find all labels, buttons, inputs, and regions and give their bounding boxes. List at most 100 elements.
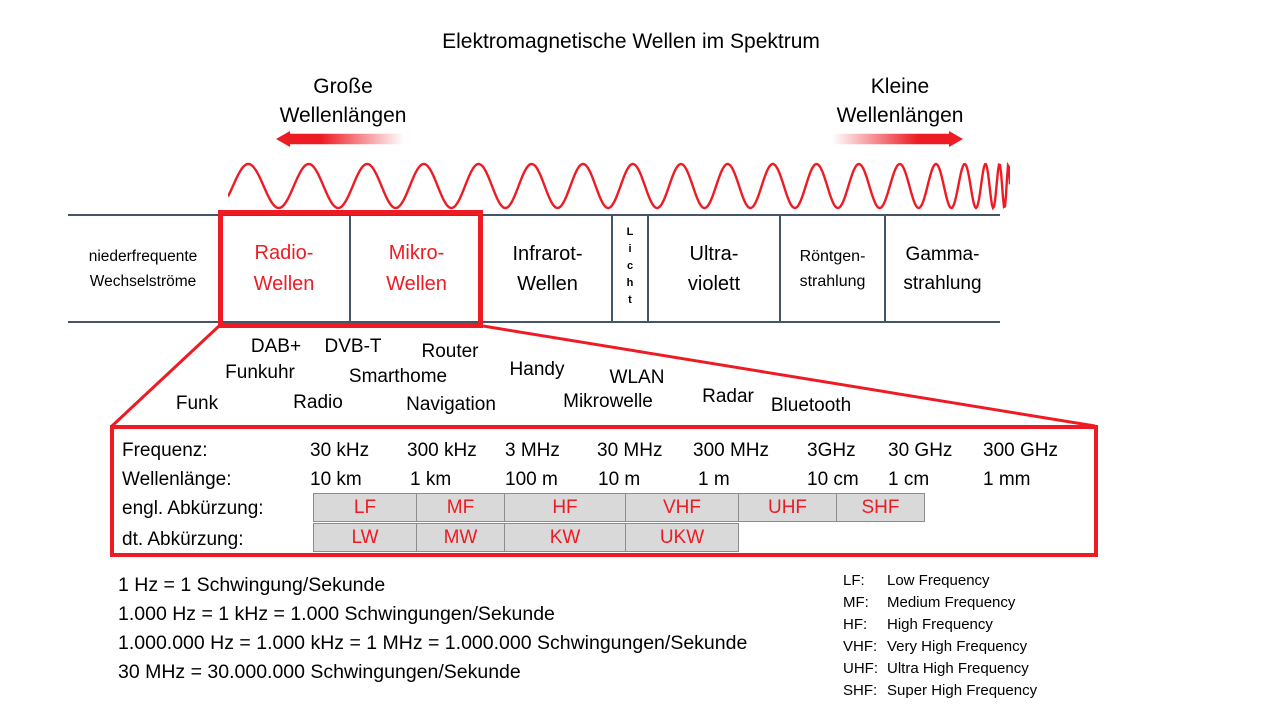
band-text: Wellen — [517, 272, 578, 295]
radio-detail-table: Frequenz: Wellenlänge: engl. Abkürzung: … — [110, 425, 1098, 557]
band-text: Gamma- — [905, 243, 980, 265]
frequency-value: 30 kHz — [310, 440, 370, 461]
legend-name: Very High Frequency — [887, 638, 1028, 655]
de-abbr-row-label: dt. Abkürzung: — [122, 529, 244, 550]
en-band-cell: LF — [313, 493, 417, 522]
band-text: strahlung — [903, 272, 982, 294]
band-text: Röntgen- — [799, 247, 866, 265]
radio-micro-highlight-box — [218, 210, 483, 328]
legend-row: MF: Medium Frequency — [843, 592, 1037, 614]
frequency-value: 3GHz — [807, 440, 856, 461]
small-wavelength-line2: Wellenlängen — [836, 104, 964, 127]
band-bottom-line — [68, 321, 1000, 323]
wavelength-value: 10 km — [310, 469, 362, 490]
frequency-value: 30 GHz — [888, 440, 953, 461]
frequency-row-label: Frequenz: — [122, 440, 208, 461]
wavelength-value: 100 m — [505, 469, 558, 490]
wavelength-value: 1 mm — [983, 469, 1031, 490]
en-band-cell: MF — [416, 493, 505, 522]
application-label: Mikrowelle — [563, 391, 653, 412]
small-wavelength-line1: Kleine — [870, 75, 930, 98]
wavelength-value: 10 m — [598, 469, 641, 490]
legend-row: VHF: Very High Frequency — [843, 636, 1037, 658]
band-micro-waves: Mikro- Wellen — [350, 215, 483, 322]
application-label: WLAN — [609, 367, 665, 388]
legend-row: UHF: Ultra High Frequency — [843, 658, 1037, 680]
page-title: Elektromagnetische Wellen im Spektrum — [442, 30, 820, 53]
frequency-value: 300 kHz — [407, 440, 477, 461]
hz-definitions: 1 Hz = 1 Schwingung/Sekunde 1.000 Hz = 1… — [118, 571, 747, 687]
application-label: Navigation — [406, 394, 496, 415]
legend-name: Ultra High Frequency — [887, 660, 1029, 677]
frequency-value: 300 MHz — [693, 440, 770, 461]
wavelength-row-label: Wellenlänge: — [122, 469, 232, 490]
legend-name: Super High Frequency — [887, 682, 1038, 699]
legend-abbr: MF: — [843, 594, 869, 611]
legend-name: Medium Frequency — [887, 594, 1016, 611]
band-visible-light: Licht — [612, 215, 648, 322]
application-label: DAB+ — [250, 336, 302, 357]
abbreviation-legend: LF: Low Frequency MF: Medium Frequency H… — [843, 570, 1037, 702]
legend-abbr: UHF: — [843, 660, 878, 677]
de-band-cell: LW — [313, 523, 417, 552]
band-divider — [611, 215, 613, 322]
band-text: Mikro- — [388, 241, 445, 264]
band-radio-waves: Radio- Wellen — [218, 215, 350, 322]
band-divider — [884, 215, 886, 322]
definition-line: 30 MHz = 30.000.000 Schwingungen/Sekunde — [118, 661, 521, 683]
band-text: Radio- — [254, 241, 314, 264]
band-text: Wellen — [386, 272, 447, 295]
definition-line: 1 Hz = 1 Schwingung/Sekunde — [118, 574, 386, 596]
band-text: niederfrequente — [88, 247, 198, 265]
en-band-cell: SHF — [836, 493, 925, 522]
band-divider — [647, 215, 649, 322]
legend-abbr: HF: — [843, 616, 868, 633]
band-infrared: Infrarot- Wellen — [483, 215, 612, 322]
wavelength-value: 1 cm — [888, 469, 930, 490]
legend-name: High Frequency — [887, 616, 993, 633]
band-divider — [349, 215, 351, 322]
de-band-cell: UKW — [625, 523, 739, 552]
en-band-cell: HF — [504, 493, 626, 522]
band-top-line — [68, 214, 1000, 216]
band-text: violett — [687, 272, 741, 295]
application-label: Bluetooth — [770, 395, 852, 416]
de-band-cell: KW — [504, 523, 626, 552]
legend-abbr: VHF: — [843, 638, 878, 655]
en-abbr-row-label: engl. Abkürzung: — [122, 498, 264, 519]
frequency-value: 30 MHz — [597, 440, 663, 461]
legend-abbr: LF: — [843, 572, 865, 589]
right-arrow-icon — [832, 131, 963, 147]
legend-abbr: SHF: — [843, 682, 878, 699]
en-band-cell: VHF — [625, 493, 739, 522]
application-label: Funkuhr — [225, 362, 295, 383]
large-wavelength-line2: Wellenlängen — [279, 104, 407, 127]
band-ultraviolet: Ultra- violett — [648, 215, 780, 322]
frequency-value: 3 MHz — [505, 440, 560, 461]
chirp-wave-graphic — [228, 161, 1010, 211]
frequency-value: 300 GHz — [983, 440, 1058, 461]
small-wavelength-label: Kleine Wellenlängen — [780, 72, 1020, 130]
large-wavelength-label: Große Wellenlängen — [223, 72, 463, 130]
application-label: Smarthome — [348, 366, 448, 387]
wavelength-value: 1 m — [698, 469, 730, 490]
application-label: Router — [421, 341, 479, 362]
left-arrow-icon — [276, 131, 404, 147]
legend-row: HF: High Frequency — [843, 614, 1037, 636]
application-label: Radar — [702, 386, 754, 407]
large-wavelength-line1: Große — [313, 75, 373, 98]
application-label: DVB-T — [324, 336, 382, 357]
band-text: Infrarot- — [512, 242, 583, 265]
definition-line: 1.000.000 Hz = 1.000 kHz = 1 MHz = 1.000… — [118, 632, 748, 654]
application-label: Funk — [175, 393, 219, 414]
band-gamma: Gamma- strahlung — [885, 215, 1000, 322]
application-label: Handy — [509, 359, 565, 380]
band-text: Wellen — [253, 272, 315, 295]
wavelength-value: 1 km — [410, 469, 452, 490]
band-xray: Röntgen- strahlung — [780, 215, 885, 322]
legend-name: Low Frequency — [887, 572, 990, 589]
band-text: Wechselströme — [89, 272, 197, 290]
band-text: strahlung — [799, 272, 866, 290]
band-divider — [779, 215, 781, 322]
